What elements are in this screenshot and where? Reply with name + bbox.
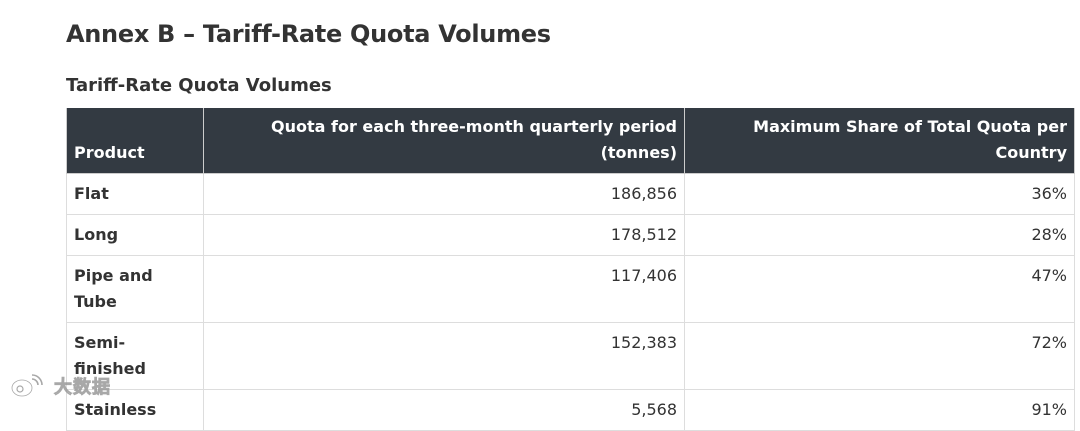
product-cell: Pipe and Tube (66, 255, 204, 323)
quota-cell: 152,383 (203, 322, 685, 390)
table-row: Stainless 5,568 91% (66, 389, 1075, 431)
tariff-rate-quota-table: Product Quota for each three-month quart… (66, 108, 1075, 431)
share-cell: 72% (684, 322, 1075, 390)
product-cell: Semi-finished (66, 322, 204, 390)
share-cell: 28% (684, 214, 1075, 256)
table-caption: Tariff-Rate Quota Volumes (66, 75, 332, 96)
product-cell: Long (66, 214, 204, 256)
product-cell: Flat (66, 173, 204, 215)
share-cell: 36% (684, 173, 1075, 215)
header-max-share: Maximum Share of Total Quota per Country (684, 108, 1075, 174)
table-header-row: Product Quota for each three-month quart… (66, 108, 1075, 174)
quota-cell: 117,406 (203, 255, 685, 323)
weibo-logo-icon (10, 373, 50, 399)
quota-cell: 186,856 (203, 173, 685, 215)
page-title: Annex B – Tariff-Rate Quota Volumes (66, 20, 551, 48)
table-row: Pipe and Tube 117,406 47% (66, 255, 1075, 323)
table-row: Flat 186,856 36% (66, 173, 1075, 215)
header-product: Product (66, 108, 204, 174)
header-quarterly-quota: Quota for each three-month quarterly per… (203, 108, 685, 174)
share-cell: 47% (684, 255, 1075, 323)
quota-cell: 178,512 (203, 214, 685, 256)
table-row: Long 178,512 28% (66, 214, 1075, 256)
quota-cell: 5,568 (203, 389, 685, 431)
product-cell: Stainless (66, 389, 204, 431)
share-cell: 91% (684, 389, 1075, 431)
table-row: Semi-finished 152,383 72% (66, 322, 1075, 390)
